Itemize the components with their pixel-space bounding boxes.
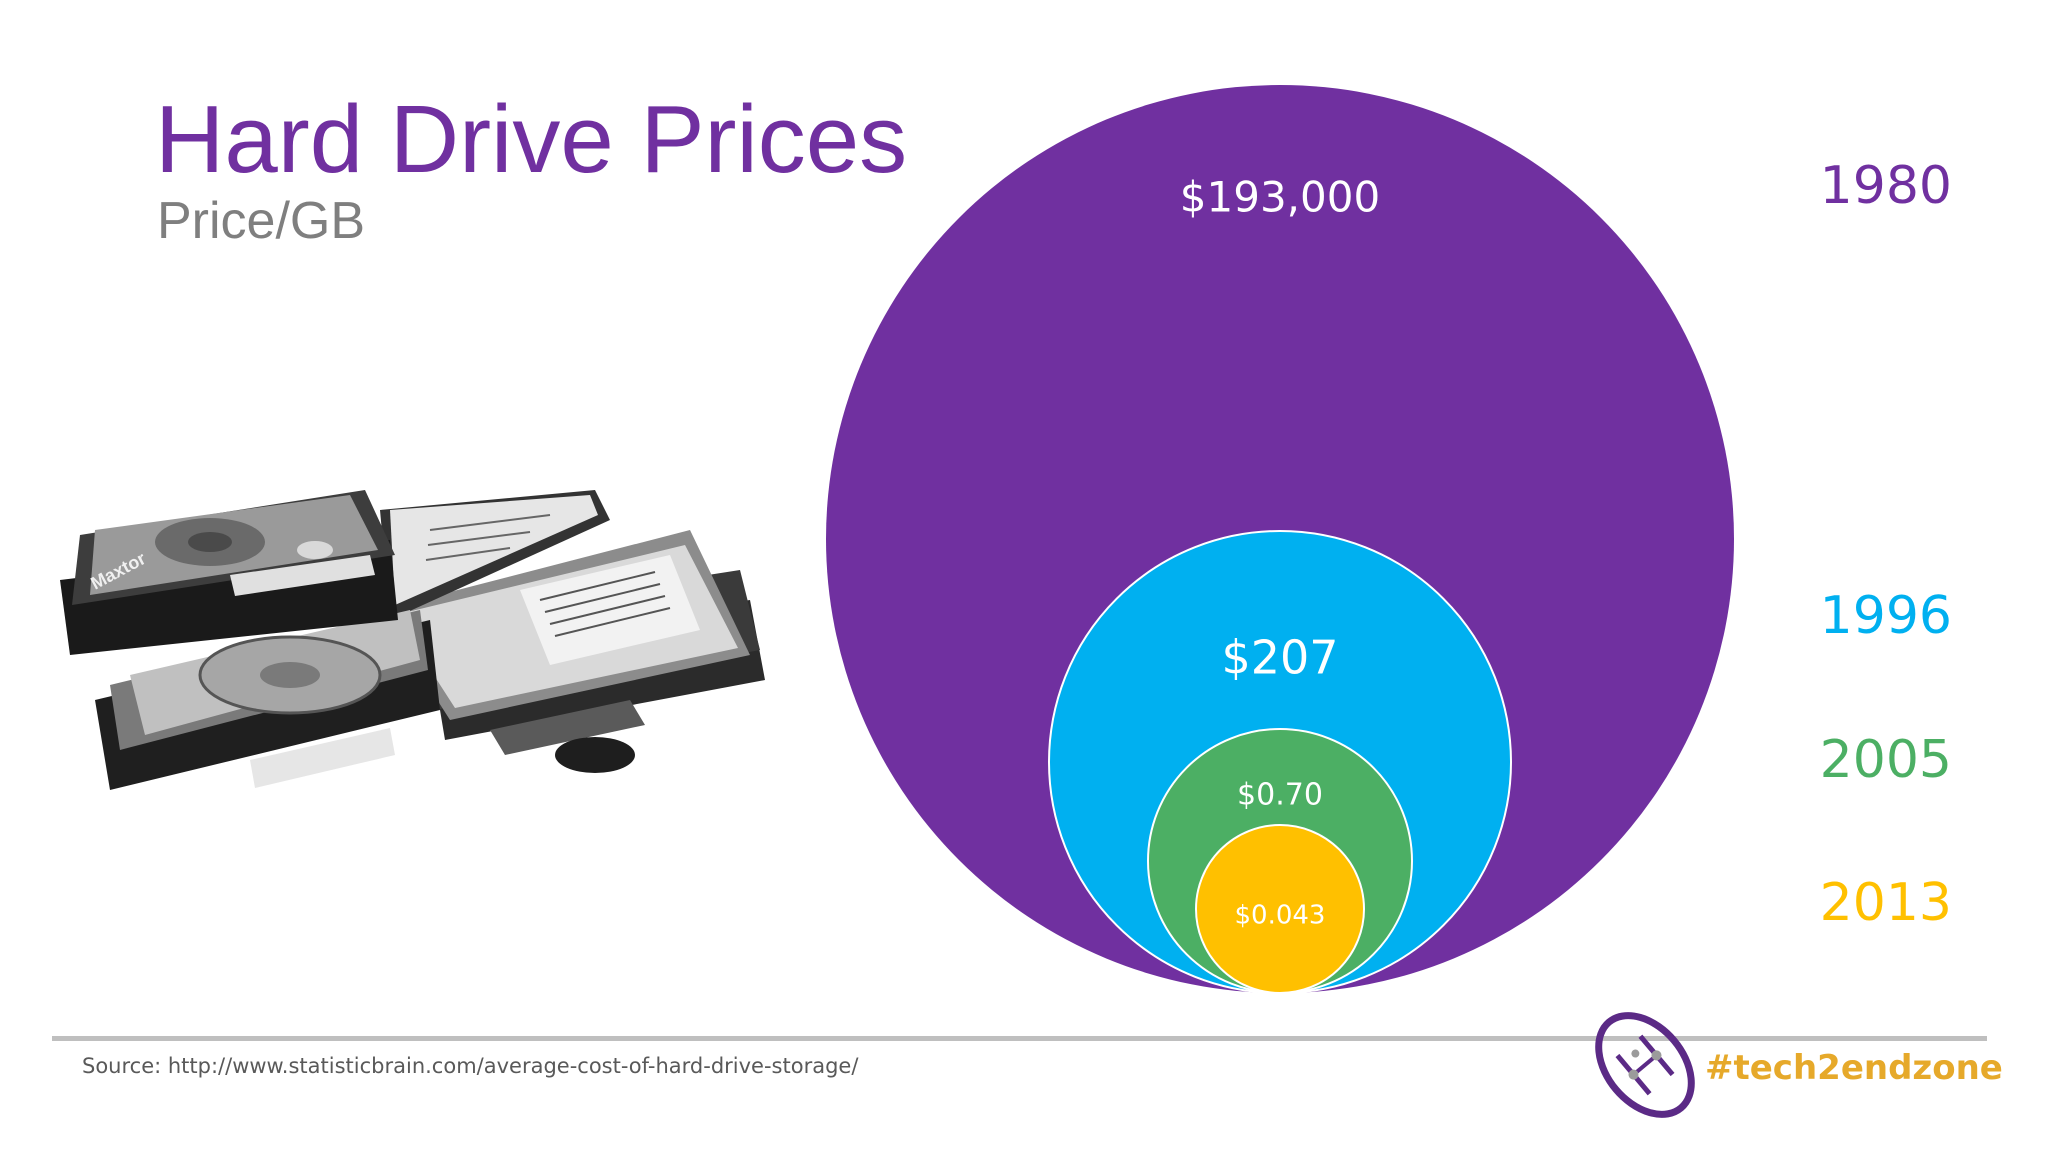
slide-title: Hard Drive Prices (155, 86, 908, 193)
price-label-1996: $207 (1221, 631, 1338, 685)
price-label-2013: $0.043 (1235, 901, 1326, 931)
price-label-1980: $193,000 (1180, 173, 1380, 222)
bubble-2013 (1195, 824, 1365, 994)
year-label-2005: 2005 (1819, 730, 1952, 790)
year-label-2013: 2013 (1819, 873, 1952, 933)
hard-drive-bottom-left (95, 610, 440, 790)
price-label-2005: $0.70 (1237, 778, 1323, 813)
source-citation: Source: http://www.statisticbrain.com/av… (82, 1054, 859, 1078)
footer-divider (52, 1036, 1987, 1041)
hard-drive-middle (380, 490, 610, 620)
year-label-1980: 1980 (1819, 156, 1952, 216)
hard-drive-top-left: Maxtor (60, 490, 398, 655)
hard-drives-photo: Maxtor (60, 490, 765, 790)
hard-drive-back-right (380, 530, 765, 773)
slide-subtitle: Price/GB (157, 192, 366, 250)
hashtag-label: #tech2endzone (1705, 1048, 2003, 1088)
year-label-1996: 1996 (1819, 586, 1952, 646)
football-logo (1595, 1012, 1695, 1118)
